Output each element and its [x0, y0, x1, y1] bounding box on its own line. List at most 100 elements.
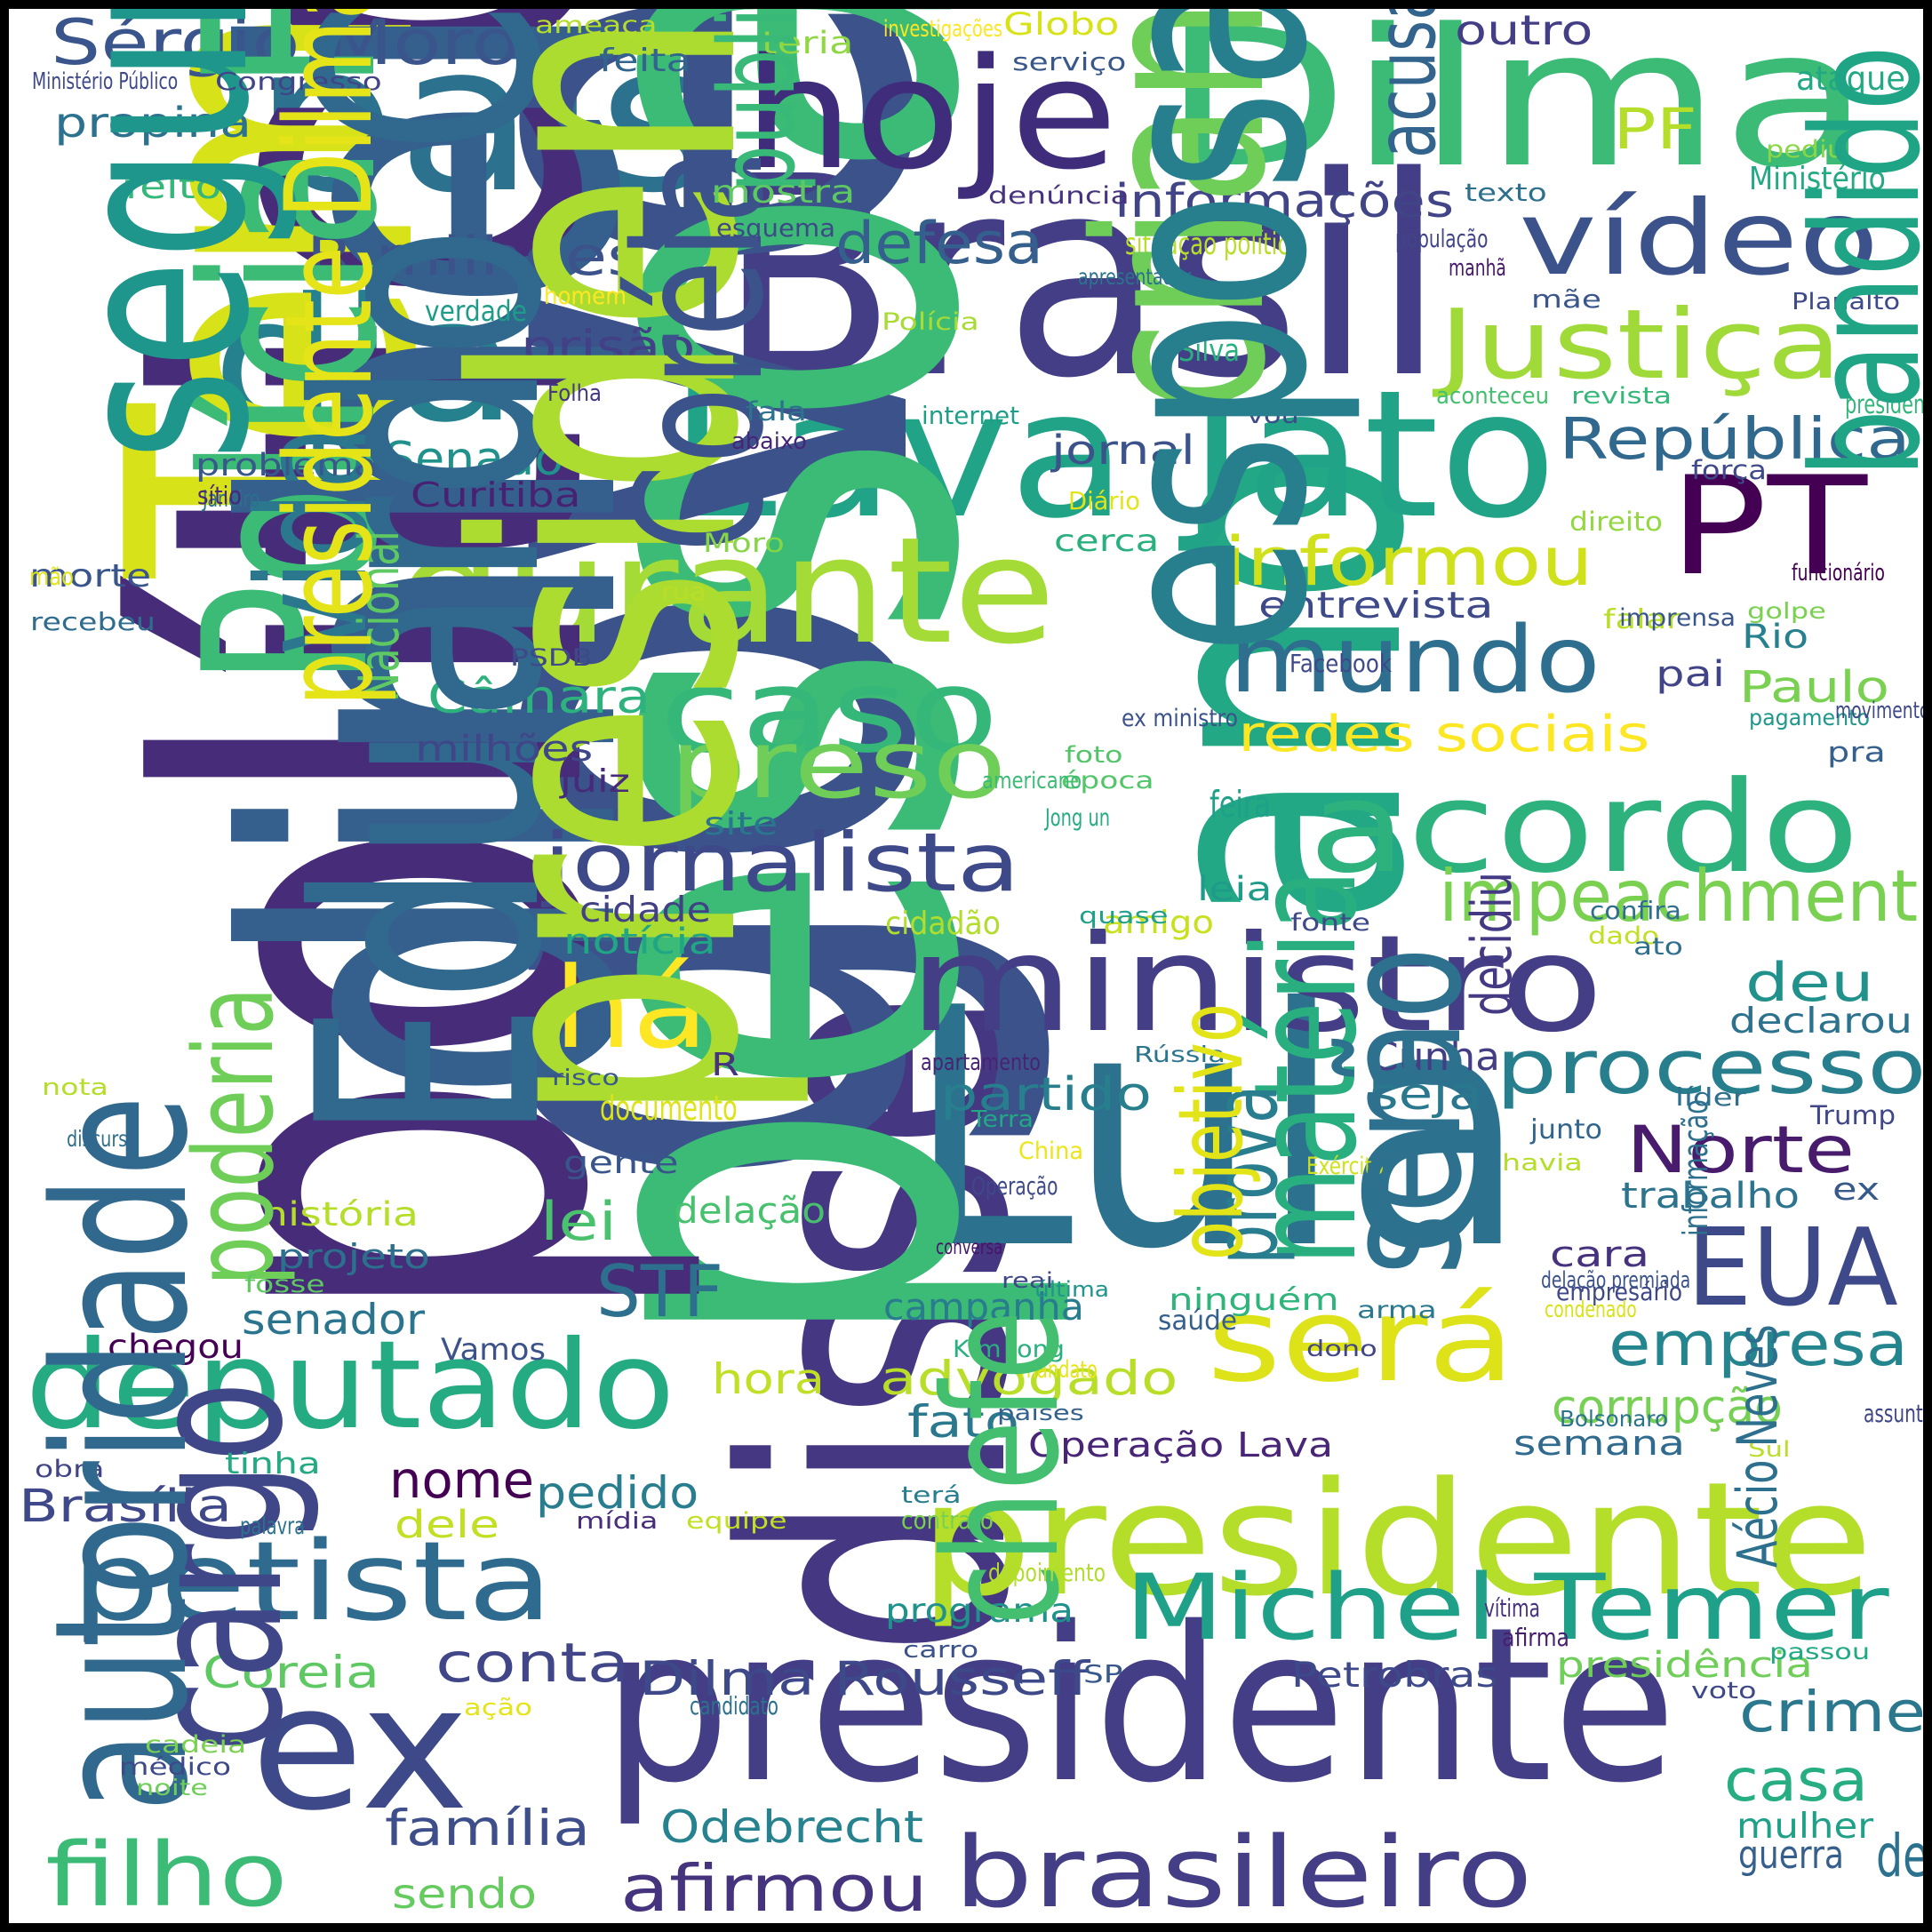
- word-contrato: contrato: [901, 1505, 994, 1535]
- word-mídia: mídia: [576, 1507, 659, 1535]
- word-propina: propina: [54, 99, 252, 148]
- word-pra: pra: [1827, 737, 1886, 770]
- word-serão: serão: [1306, 946, 1499, 1275]
- word-paulo: Paulo: [1739, 662, 1889, 714]
- word-delação-premiada: delação premiada: [1541, 1266, 1691, 1294]
- word-durante: durante: [397, 505, 1057, 676]
- word-operação-lava: Operação Lava: [1028, 1425, 1333, 1465]
- word-redes-sociais: redes sociais: [1238, 705, 1650, 763]
- word-defesa: defesa: [835, 210, 1043, 277]
- word-silva: Silva: [1178, 333, 1240, 370]
- word-cidade: cidade: [579, 890, 711, 930]
- word-trabalho: trabalho: [1621, 1175, 1800, 1217]
- word-condenado: condenado: [1545, 1296, 1637, 1323]
- word-outro: outro: [1455, 6, 1593, 55]
- word-reai: reai: [1002, 1267, 1054, 1293]
- word-havia: havia: [1502, 1149, 1583, 1177]
- word-acusado: acusado: [1357, 0, 1454, 159]
- word-pediu: pediu: [1766, 135, 1846, 164]
- word-seja: seja: [1369, 1069, 1483, 1121]
- word-presidência: presidência: [1556, 1644, 1814, 1686]
- word-sul: Sul: [1748, 1436, 1791, 1462]
- word-crime: crime: [1739, 1680, 1927, 1745]
- word-projeto: projeto: [277, 1236, 430, 1276]
- word-ministério: Ministério: [1749, 160, 1886, 197]
- word-r-milhões: R milhões: [307, 226, 643, 289]
- word-planalto: Planalto: [1792, 288, 1901, 315]
- word-golpe: golpe: [1747, 597, 1826, 624]
- word-moro: Moro: [703, 528, 785, 559]
- word-noite: noite: [136, 1774, 208, 1800]
- word-problema: problema: [196, 448, 378, 484]
- word-época: época: [1061, 766, 1154, 794]
- word-verdade: verdade: [425, 294, 528, 329]
- word-saúde: saúde: [1158, 1305, 1237, 1337]
- word-preso: preso: [669, 710, 1007, 821]
- word-guerra: guerra: [1738, 1832, 1844, 1879]
- word-filho: filho: [45, 1824, 288, 1927]
- word-presidente: presidente: [603, 1580, 1677, 1830]
- word-rússia: Rússia: [1134, 1041, 1225, 1067]
- word-globo: Globo: [1003, 7, 1120, 44]
- word-presidente-dilma: presidente Dilma: [259, 0, 400, 707]
- word-risco: risco: [552, 1064, 619, 1090]
- word-acordo: acordo: [1308, 754, 1860, 901]
- word-china: China: [1018, 1137, 1084, 1165]
- word-hora: hora: [712, 1355, 826, 1405]
- word-terá: terá: [901, 1481, 962, 1509]
- word-arma: arma: [1357, 1296, 1437, 1324]
- word-discurso: discurso: [67, 1125, 139, 1152]
- word-presidente-michel: presidente Michel: [1845, 389, 1932, 420]
- word-odebrecht: Odebrecht: [660, 1800, 923, 1853]
- word-vídeo: vídeo: [1519, 179, 1880, 299]
- word-conta: conta: [435, 1632, 630, 1696]
- word-foto: foto: [1065, 741, 1123, 769]
- word-mulher: mulher: [1736, 1806, 1874, 1847]
- word-voto: voto: [1691, 1677, 1757, 1704]
- word-texto: texto: [1465, 177, 1547, 207]
- word-publicou: publicou: [696, 0, 819, 194]
- word-falar: falar: [1603, 604, 1681, 636]
- word-países: países: [997, 1400, 1084, 1425]
- word-brasil: Brasil: [718, 117, 1446, 439]
- word-ninguém: ninguém: [1169, 1282, 1339, 1319]
- word-empresa: empresa: [1609, 1308, 1909, 1380]
- word-força: força: [1691, 455, 1767, 486]
- word-aconteceu: aconteceu: [1436, 382, 1550, 410]
- word-informação: informação: [1676, 1098, 1716, 1236]
- word-petrobras: Petrobras: [1291, 1655, 1498, 1696]
- word-corrupção: corrupção: [1552, 1379, 1783, 1434]
- word-juiz: juiz: [560, 762, 630, 800]
- word-obra: obra: [35, 1455, 105, 1483]
- word-aécio-neves: Aécio Neves: [1724, 1324, 1790, 1568]
- word-jong-un: Jong un: [1045, 803, 1111, 832]
- word-presidente: presidente: [919, 1449, 1873, 1632]
- word-denúncia: denúncia: [988, 181, 1130, 210]
- word-mundo: mundo: [1229, 607, 1601, 715]
- word-passou: passou: [1769, 1638, 1871, 1665]
- word-documento: documento: [600, 1088, 738, 1128]
- word-facebook: Facebook: [1289, 648, 1392, 678]
- word-senador: senador: [242, 1296, 426, 1345]
- word-apartamento: apartamento: [921, 1049, 1041, 1076]
- word-manhã: manhã: [1449, 254, 1506, 282]
- word-dono: dono: [1306, 1335, 1377, 1361]
- word-impeachment: impeachment: [1439, 854, 1919, 938]
- word-ação: ação: [464, 1694, 533, 1721]
- word-direito: direito: [1569, 507, 1664, 538]
- word-autoridade: autoridade: [15, 1095, 229, 1812]
- word-cerca: cerca: [1054, 523, 1160, 560]
- word-chegou: chegou: [108, 1327, 244, 1366]
- word-mão: mão: [29, 563, 74, 591]
- word-informou: informou: [1224, 522, 1593, 602]
- word-prisão: prisão: [521, 320, 696, 372]
- word-sítio: sítio: [197, 480, 242, 510]
- word-há: há: [554, 942, 709, 1074]
- word-coreia: Coreia: [203, 1646, 380, 1698]
- word-empresário: empresário: [1556, 1276, 1683, 1306]
- word-curitiba: Curitiba: [411, 475, 581, 515]
- word-quase: quase: [1079, 902, 1169, 930]
- word-pagamento: pagamento: [1749, 704, 1871, 730]
- word-sendo: sendo: [392, 1870, 538, 1919]
